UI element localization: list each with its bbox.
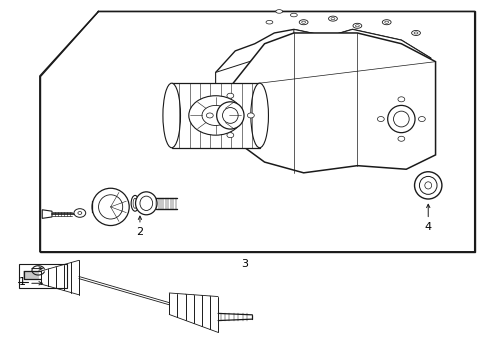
Ellipse shape — [227, 133, 234, 138]
Ellipse shape — [206, 113, 213, 118]
Ellipse shape — [377, 117, 384, 122]
Ellipse shape — [276, 10, 283, 13]
Bar — [172, 83, 260, 148]
Polygon shape — [294, 30, 431, 80]
Ellipse shape — [388, 105, 415, 133]
Ellipse shape — [78, 212, 82, 215]
Ellipse shape — [382, 20, 391, 25]
Polygon shape — [42, 210, 52, 219]
Ellipse shape — [398, 97, 405, 102]
Ellipse shape — [247, 113, 254, 118]
Polygon shape — [216, 47, 294, 158]
Ellipse shape — [98, 195, 122, 219]
Ellipse shape — [227, 93, 234, 98]
Ellipse shape — [217, 102, 244, 129]
Text: 3: 3 — [242, 259, 248, 269]
Ellipse shape — [92, 188, 129, 226]
Ellipse shape — [291, 13, 297, 17]
Ellipse shape — [202, 105, 229, 126]
Ellipse shape — [140, 196, 153, 211]
Polygon shape — [230, 33, 436, 173]
Text: 1: 1 — [19, 277, 26, 287]
Ellipse shape — [133, 198, 137, 208]
Ellipse shape — [414, 32, 418, 34]
Ellipse shape — [331, 18, 335, 20]
Ellipse shape — [299, 20, 308, 25]
Ellipse shape — [189, 96, 243, 135]
Text: 2: 2 — [136, 227, 144, 237]
Ellipse shape — [353, 23, 362, 28]
Ellipse shape — [74, 209, 86, 217]
Ellipse shape — [393, 111, 409, 127]
Ellipse shape — [415, 172, 442, 199]
Ellipse shape — [385, 21, 389, 23]
Ellipse shape — [425, 182, 432, 189]
Ellipse shape — [136, 192, 157, 215]
Ellipse shape — [251, 83, 269, 148]
Polygon shape — [40, 12, 475, 252]
Ellipse shape — [302, 21, 306, 23]
Ellipse shape — [131, 195, 139, 211]
Polygon shape — [216, 30, 431, 158]
Text: 4: 4 — [425, 222, 432, 231]
Ellipse shape — [398, 136, 405, 141]
Ellipse shape — [355, 25, 359, 27]
Ellipse shape — [418, 117, 425, 122]
Ellipse shape — [419, 176, 437, 194]
Ellipse shape — [329, 16, 337, 21]
Ellipse shape — [222, 108, 238, 123]
Ellipse shape — [266, 21, 273, 24]
Bar — [19, 264, 67, 288]
Ellipse shape — [412, 31, 420, 36]
Ellipse shape — [163, 83, 180, 148]
